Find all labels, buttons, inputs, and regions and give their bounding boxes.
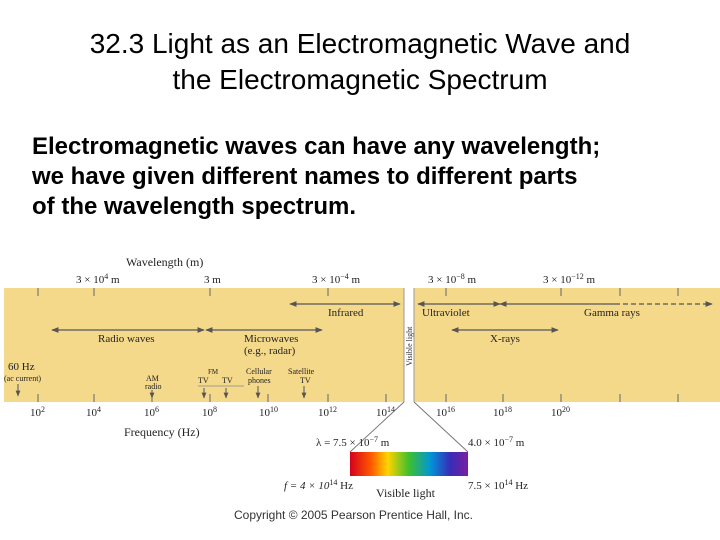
visible-spectrum-gradient bbox=[350, 452, 468, 476]
frequency-tick-label: 108 bbox=[202, 405, 217, 419]
wavelength-ticks bbox=[37, 288, 679, 296]
source-tv-label-2: TV bbox=[222, 376, 233, 385]
source-fm-label: FM bbox=[208, 368, 219, 376]
source-60hz-sub-label: (ac current) bbox=[4, 374, 41, 383]
visible-light-label: Visible light bbox=[376, 486, 436, 500]
infrared-label: Infrared bbox=[328, 307, 364, 319]
visible-light-vertical-label: Visible light bbox=[405, 326, 414, 366]
body-line-3: of the wavelength spectrum. bbox=[32, 193, 357, 220]
visible-wavelength-violet-label: 4.0 × 10−7 m bbox=[468, 435, 525, 449]
title-line-2: the Electromagnetic Spectrum bbox=[172, 64, 548, 95]
visible-zoom-line-left bbox=[349, 401, 405, 453]
source-60hz-label: 60 Hz bbox=[8, 361, 35, 373]
title-line-1: 32.3 Light as an Electromagnetic Wave an… bbox=[89, 28, 631, 59]
microwaves-example-label: (e.g., radar) bbox=[244, 345, 296, 357]
gamma-label: Gamma rays bbox=[584, 307, 640, 319]
frequency-tick-label: 1012 bbox=[318, 405, 337, 419]
slide-body: Electromagnetic waves can have any wavel… bbox=[32, 132, 702, 222]
wavelength-tick-label: 3 × 10−8 m bbox=[428, 272, 476, 286]
frequency-tick-label: 1018 bbox=[493, 405, 512, 419]
visible-wavelength-red-label: λ = 7.5 × 10−7 m bbox=[316, 435, 390, 449]
source-cellular-sub-label: phones bbox=[248, 376, 271, 385]
spectrum-band bbox=[4, 288, 720, 402]
source-tv-label: TV bbox=[198, 376, 209, 385]
frequency-tick-label: 104 bbox=[86, 405, 101, 419]
wavelength-axis-label: Wavelength (m) bbox=[126, 255, 203, 269]
visible-frequency-red-label: f = 4 × 1014 Hz bbox=[284, 478, 353, 492]
source-cellular-label: Cellular bbox=[246, 367, 272, 376]
visible-frequency-violet-label: 7.5 × 1014 Hz bbox=[468, 478, 528, 492]
source-am-label: AM bbox=[146, 374, 159, 383]
wavelength-tick-label: 3 m bbox=[204, 274, 221, 286]
source-satellite-sub-label: TV bbox=[300, 376, 311, 385]
frequency-tick-label: 1010 bbox=[259, 405, 278, 419]
xrays-label: X-rays bbox=[490, 333, 520, 345]
frequency-axis-label: Frequency (Hz) bbox=[124, 425, 200, 439]
copyright-notice: Copyright © 2005 Pearson Prentice Hall, … bbox=[234, 508, 473, 522]
source-am-sub-label: radio bbox=[145, 382, 161, 391]
frequency-tick-label: 1014 bbox=[376, 405, 395, 419]
frequency-ticks bbox=[37, 394, 679, 402]
wavelength-tick-label: 3 × 10−12 m bbox=[543, 272, 595, 286]
wavelength-tick-label: 3 × 10−4 m bbox=[312, 272, 360, 286]
frequency-tick-label: 106 bbox=[144, 405, 159, 419]
wavelength-tick-label: 3 × 104 m bbox=[76, 272, 120, 286]
body-line-2: we have given different names to differe… bbox=[32, 163, 578, 190]
frequency-tick-labels: 102 104 106 108 1010 1012 1014 1016 1018… bbox=[30, 405, 570, 419]
body-line-1: Electromagnetic waves can have any wavel… bbox=[32, 133, 601, 160]
radio-waves-label: Radio waves bbox=[98, 333, 155, 345]
visible-zoom-line-right bbox=[413, 401, 469, 453]
source-satellite-label: Satellite bbox=[288, 367, 315, 376]
frequency-tick-label: 102 bbox=[30, 405, 45, 419]
frequency-tick-label: 1020 bbox=[551, 405, 570, 419]
microwaves-label: Microwaves bbox=[244, 333, 298, 345]
frequency-tick-label: 1016 bbox=[436, 405, 455, 419]
ultraviolet-label: Ultraviolet bbox=[422, 307, 470, 319]
visible-gap bbox=[404, 288, 414, 402]
slide-title: 32.3 Light as an Electromagnetic Wave an… bbox=[0, 26, 720, 98]
